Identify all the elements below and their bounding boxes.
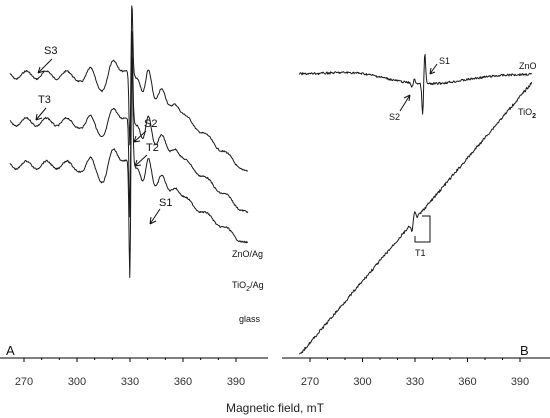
annotation-s2-b: S2 [389, 112, 400, 122]
trace-zno-ag [9, 5, 248, 172]
series-label-tio2: TiO2 [518, 107, 536, 120]
panel-a-ticks: 270 300 330 360 390 [15, 358, 245, 388]
panel-b: 270 300 330 360 390 B S2 S1 T1 ZnO TiO2 [282, 54, 550, 388]
panel-b-annotations: S2 S1 T1 [389, 56, 450, 258]
trace-tio2 [299, 82, 533, 355]
trace-tio2-ag [9, 30, 249, 218]
annotation-s1-a: S1 [159, 197, 172, 209]
panel-b-traces [299, 54, 533, 355]
series-label-zno: ZnO [519, 61, 537, 71]
annotation-t1: T1 [415, 248, 426, 258]
series-label-zno-ag: ZnO/Ag [232, 249, 263, 259]
panel-a-tick-label-270: 270 [15, 376, 33, 388]
panel-a: 270 300 330 360 390 A S3 T3 S2 T2 S1 ZnO/Ag … [0, 5, 268, 388]
annotation-s3: S3 [44, 45, 57, 57]
annotation-s2: S2 [144, 118, 157, 130]
panel-a-tick-label-390: 390 [227, 376, 245, 388]
panel-a-tick-label-360: 360 [174, 376, 192, 388]
panel-b-tick-label-270: 270 [301, 376, 319, 388]
annotation-t2: T2 [146, 142, 159, 154]
panel-b-tick-label-300: 300 [353, 376, 371, 388]
x-axis-label: Magnetic field, mT [226, 401, 325, 415]
series-label-tio2-ag: TiO2/Ag [232, 280, 264, 293]
panel-b-ticks: 270 300 330 360 390 [301, 358, 529, 388]
panel-a-traces [9, 5, 249, 278]
panel-a-letter: A [6, 343, 15, 358]
panel-a-tick-label-300: 300 [68, 376, 86, 388]
trace-glass [9, 55, 249, 278]
panel-a-annotations: S3 T3 S2 T2 S1 [35, 45, 172, 225]
annotation-t3: T3 [38, 94, 51, 106]
annotation-s1-b: S1 [439, 56, 450, 66]
trace-zno [299, 54, 532, 115]
panel-b-letter: B [520, 343, 529, 358]
panel-b-tick-label-360: 360 [458, 376, 476, 388]
panel-a-tick-label-330: 330 [121, 376, 139, 388]
panel-b-tick-label-330: 330 [406, 376, 424, 388]
panel-b-tick-label-390: 390 [511, 376, 529, 388]
series-label-glass: glass [239, 314, 261, 324]
